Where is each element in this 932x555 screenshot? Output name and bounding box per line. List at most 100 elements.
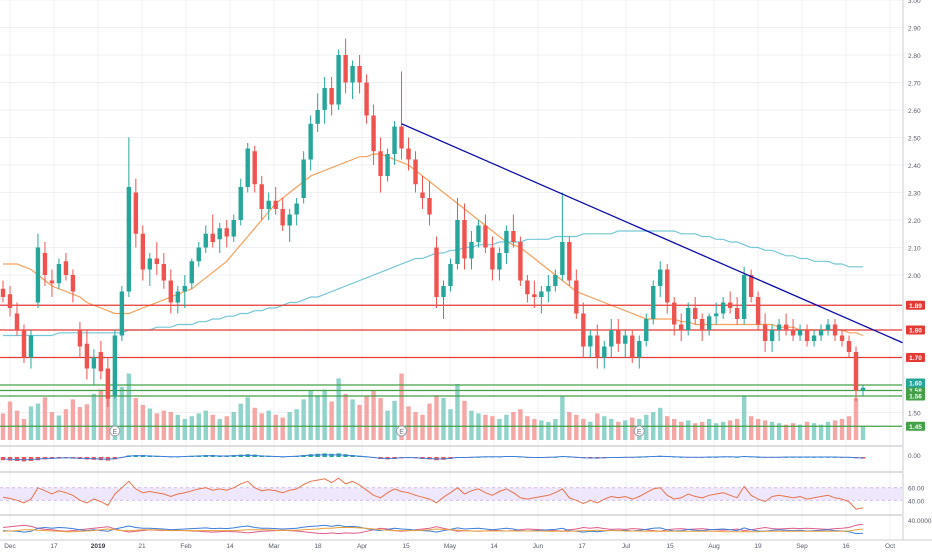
- volume-bar: [658, 407, 663, 440]
- candle-body: [203, 233, 208, 248]
- volume-bar: [140, 405, 146, 440]
- volume-bar: [672, 419, 677, 440]
- volume-bars: [0, 373, 866, 440]
- volume-bar: [119, 386, 125, 440]
- level-tag-text: 1.80: [909, 328, 922, 335]
- rsi-tick-label: 60.00: [908, 486, 925, 493]
- candle-body: [224, 228, 229, 237]
- candle-body: [154, 258, 160, 264]
- horizontal-levels[interactable]: [0, 304, 902, 427]
- earnings-marker-icon: [396, 425, 408, 437]
- level-tag-1.70: [906, 353, 925, 362]
- candle-body: [860, 387, 866, 391]
- moving-averages: [3, 153, 864, 337]
- volume-bar: [783, 424, 789, 440]
- candle-body: [462, 220, 467, 259]
- price-axis[interactable]: 3.00 2.90 2.80 2.70 2.60 2.50 2.40 2.30 2.20 2.10…: [902, 0, 932, 550]
- candle-body: [329, 88, 334, 105]
- time-tick-label: 17: [50, 543, 58, 550]
- volume-bar: [469, 410, 474, 440]
- candle-body: [658, 269, 663, 286]
- candle-body: [98, 352, 104, 372]
- price-tick-label: 2.80: [908, 53, 921, 60]
- level-tag-text: 1.89: [909, 303, 922, 310]
- candle-body: [574, 280, 579, 314]
- candle-body: [616, 330, 621, 344]
- time-axis[interactable]: Dec 17 2019 21 Feb 14 Mar 18 Apr 15 May 14 Jun 17 Jul 1…: [0, 539, 932, 550]
- candle-body: [504, 231, 509, 253]
- candle-body: [35, 247, 41, 303]
- candle-body: [287, 214, 292, 226]
- candle-body: [713, 313, 719, 317]
- volume-bar: [692, 423, 698, 440]
- volume-bar: [406, 406, 411, 440]
- volume-bar: [441, 398, 446, 440]
- candle-body: [741, 275, 747, 319]
- candle-body: [371, 115, 376, 152]
- candle-body: [196, 247, 201, 262]
- volume-bar: [490, 416, 495, 440]
- volume-bar: [734, 419, 740, 440]
- candle-body: [762, 324, 768, 341]
- time-tick-label: 17: [578, 543, 586, 550]
- volume-bar: [105, 377, 111, 440]
- volume-bar: [217, 419, 222, 440]
- volume-bar: [532, 419, 537, 440]
- volume-bar: [280, 417, 285, 440]
- candle-body: [273, 200, 278, 209]
- candle-body: [105, 368, 111, 399]
- volume-bar: [434, 395, 439, 440]
- trendline[interactable]: [401, 123, 906, 345]
- volume-bar: [182, 419, 187, 440]
- volume-bar: [56, 415, 62, 440]
- volume-bar: [350, 399, 355, 440]
- volume-bar: [175, 414, 180, 440]
- candlesticks: [0, 38, 866, 407]
- dmi-line-adx: [2, 527, 864, 533]
- candle-body: [581, 313, 586, 347]
- candle-body: [406, 148, 411, 160]
- volume-bar: [748, 416, 754, 440]
- volume-bar: [811, 423, 817, 440]
- descending-trendline: [401, 123, 906, 345]
- time-tick-label: Sep: [796, 543, 808, 550]
- time-tick-label: 15: [666, 543, 674, 550]
- time-tick-label: 2019: [91, 543, 106, 550]
- rsi-line: [2, 477, 864, 510]
- candle-body: [448, 264, 453, 286]
- volume-bar: [762, 420, 768, 440]
- level-tag-1.89: [906, 300, 925, 310]
- price-tick-label: 1.50: [908, 411, 921, 418]
- volume-bar: [98, 389, 104, 440]
- volume-bar: [679, 421, 684, 440]
- volume-bar: [7, 401, 13, 440]
- volume-bar: [853, 398, 859, 440]
- candle-body: [399, 126, 404, 149]
- volume-bar: [448, 409, 453, 440]
- volume-bar: [755, 419, 761, 440]
- time-tick-label: Mar: [268, 543, 280, 550]
- candle-body: [21, 330, 27, 358]
- candle-body: [266, 200, 271, 209]
- candle-body: [91, 357, 97, 369]
- earnings-marker-label: E: [399, 429, 404, 436]
- volume-bar: [706, 419, 712, 440]
- candle-body: [679, 324, 684, 330]
- candle-body: [126, 187, 132, 292]
- price-axis-background: [903, 0, 932, 550]
- volume-bar: [35, 403, 41, 440]
- candle-body: [56, 264, 62, 284]
- rsi-tick-label: 40.00: [908, 498, 925, 505]
- volume-bar: [147, 408, 153, 440]
- volume-bar: [336, 378, 341, 440]
- time-tick-label: Apr: [357, 543, 368, 550]
- dmi-tick-label: 40.0000: [908, 518, 932, 525]
- candle-body: [70, 275, 76, 292]
- volume-bar: [720, 421, 726, 440]
- volume-bar: [846, 416, 852, 440]
- candle-body: [483, 225, 488, 248]
- volume-bar: [70, 399, 76, 440]
